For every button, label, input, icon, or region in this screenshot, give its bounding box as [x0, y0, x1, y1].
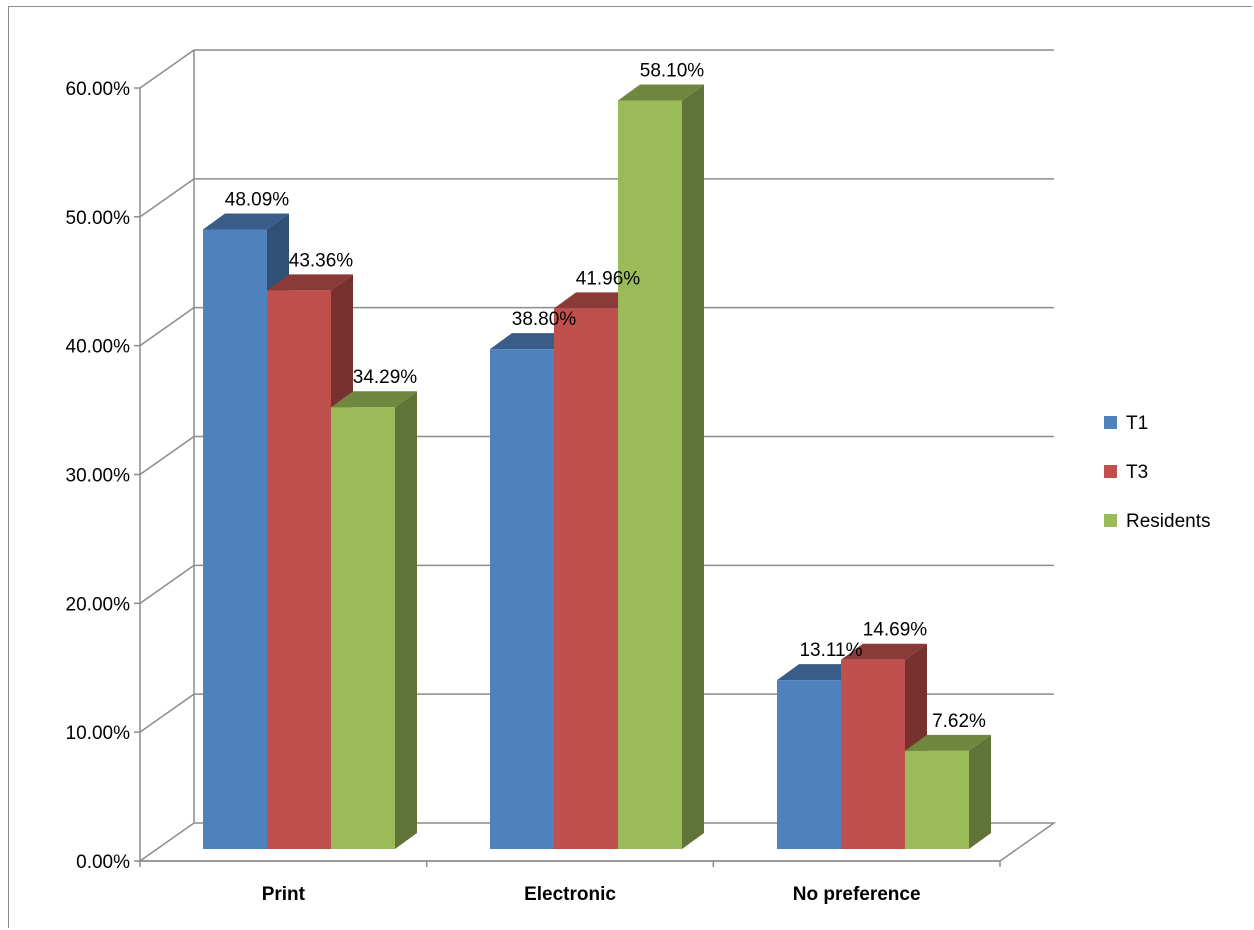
y-tick-label: 30.00% — [66, 466, 131, 487]
gridline-side — [139, 307, 195, 347]
bar-top — [618, 84, 704, 101]
data-label: 48.09% — [225, 189, 290, 210]
data-labels: 48.09% 43.36% 34.29% 38.80% 41.96% 58.10% 13.1… — [225, 60, 986, 731]
gridline-side — [139, 564, 195, 604]
y-tick-label: 20.00% — [66, 594, 131, 615]
bar-front — [203, 229, 267, 850]
bar-front — [618, 100, 682, 849]
bar-top — [905, 734, 991, 751]
bar-front — [267, 290, 331, 849]
legend: T1 T3 Residents — [1104, 413, 1211, 532]
x-category-label: No preference — [793, 884, 921, 905]
bar-front — [777, 680, 841, 849]
x-category-label: Electronic — [524, 884, 616, 905]
y-tick-label: 60.00% — [66, 79, 131, 100]
legend-label: T3 — [1126, 462, 1148, 483]
bar-side — [682, 84, 704, 849]
data-label: 41.96% — [576, 268, 641, 289]
legend-swatch — [1104, 465, 1117, 478]
data-label: 43.36% — [289, 250, 354, 271]
bar-top — [841, 643, 927, 660]
bar-front — [841, 659, 905, 849]
gridline-side — [139, 693, 195, 733]
y-tick-label: 0.00% — [76, 852, 130, 873]
y-tick-label: 40.00% — [66, 337, 131, 358]
legend-swatch — [1104, 514, 1117, 527]
bar-top — [331, 391, 417, 408]
bar-side — [395, 391, 417, 849]
bar-top — [203, 213, 289, 230]
data-label: 58.10% — [640, 60, 705, 81]
bar-side — [969, 734, 991, 849]
data-label: 34.29% — [353, 367, 418, 388]
legend-label: T1 — [1126, 413, 1148, 434]
bar — [905, 734, 991, 849]
bars — [203, 84, 991, 850]
bar-front — [905, 750, 969, 849]
bar — [331, 391, 417, 849]
y-tick-label: 50.00% — [66, 208, 131, 229]
data-label: 38.80% — [512, 309, 577, 330]
data-label: 7.62% — [932, 711, 986, 732]
x-axis: Print Electronic No preference — [139, 860, 1001, 905]
bar-top — [267, 274, 353, 291]
x-category-label: Print — [262, 884, 306, 905]
legend-swatch — [1104, 416, 1117, 429]
data-label: 13.11% — [799, 640, 862, 661]
gridline-side — [139, 49, 195, 89]
bar-front — [554, 308, 618, 849]
bar-front — [331, 407, 395, 849]
gridline-side — [139, 435, 195, 476]
legend-label: Residents — [1126, 511, 1211, 532]
bar — [618, 84, 704, 849]
gridline-side — [139, 178, 195, 218]
data-label: 14.69% — [863, 620, 928, 641]
bar-front — [490, 349, 554, 849]
y-axis: 0.00% 10.00% 20.00% 30.00% 40.00% 50.00% 60.00… — [66, 79, 141, 873]
y-tick-label: 10.00% — [66, 723, 131, 744]
